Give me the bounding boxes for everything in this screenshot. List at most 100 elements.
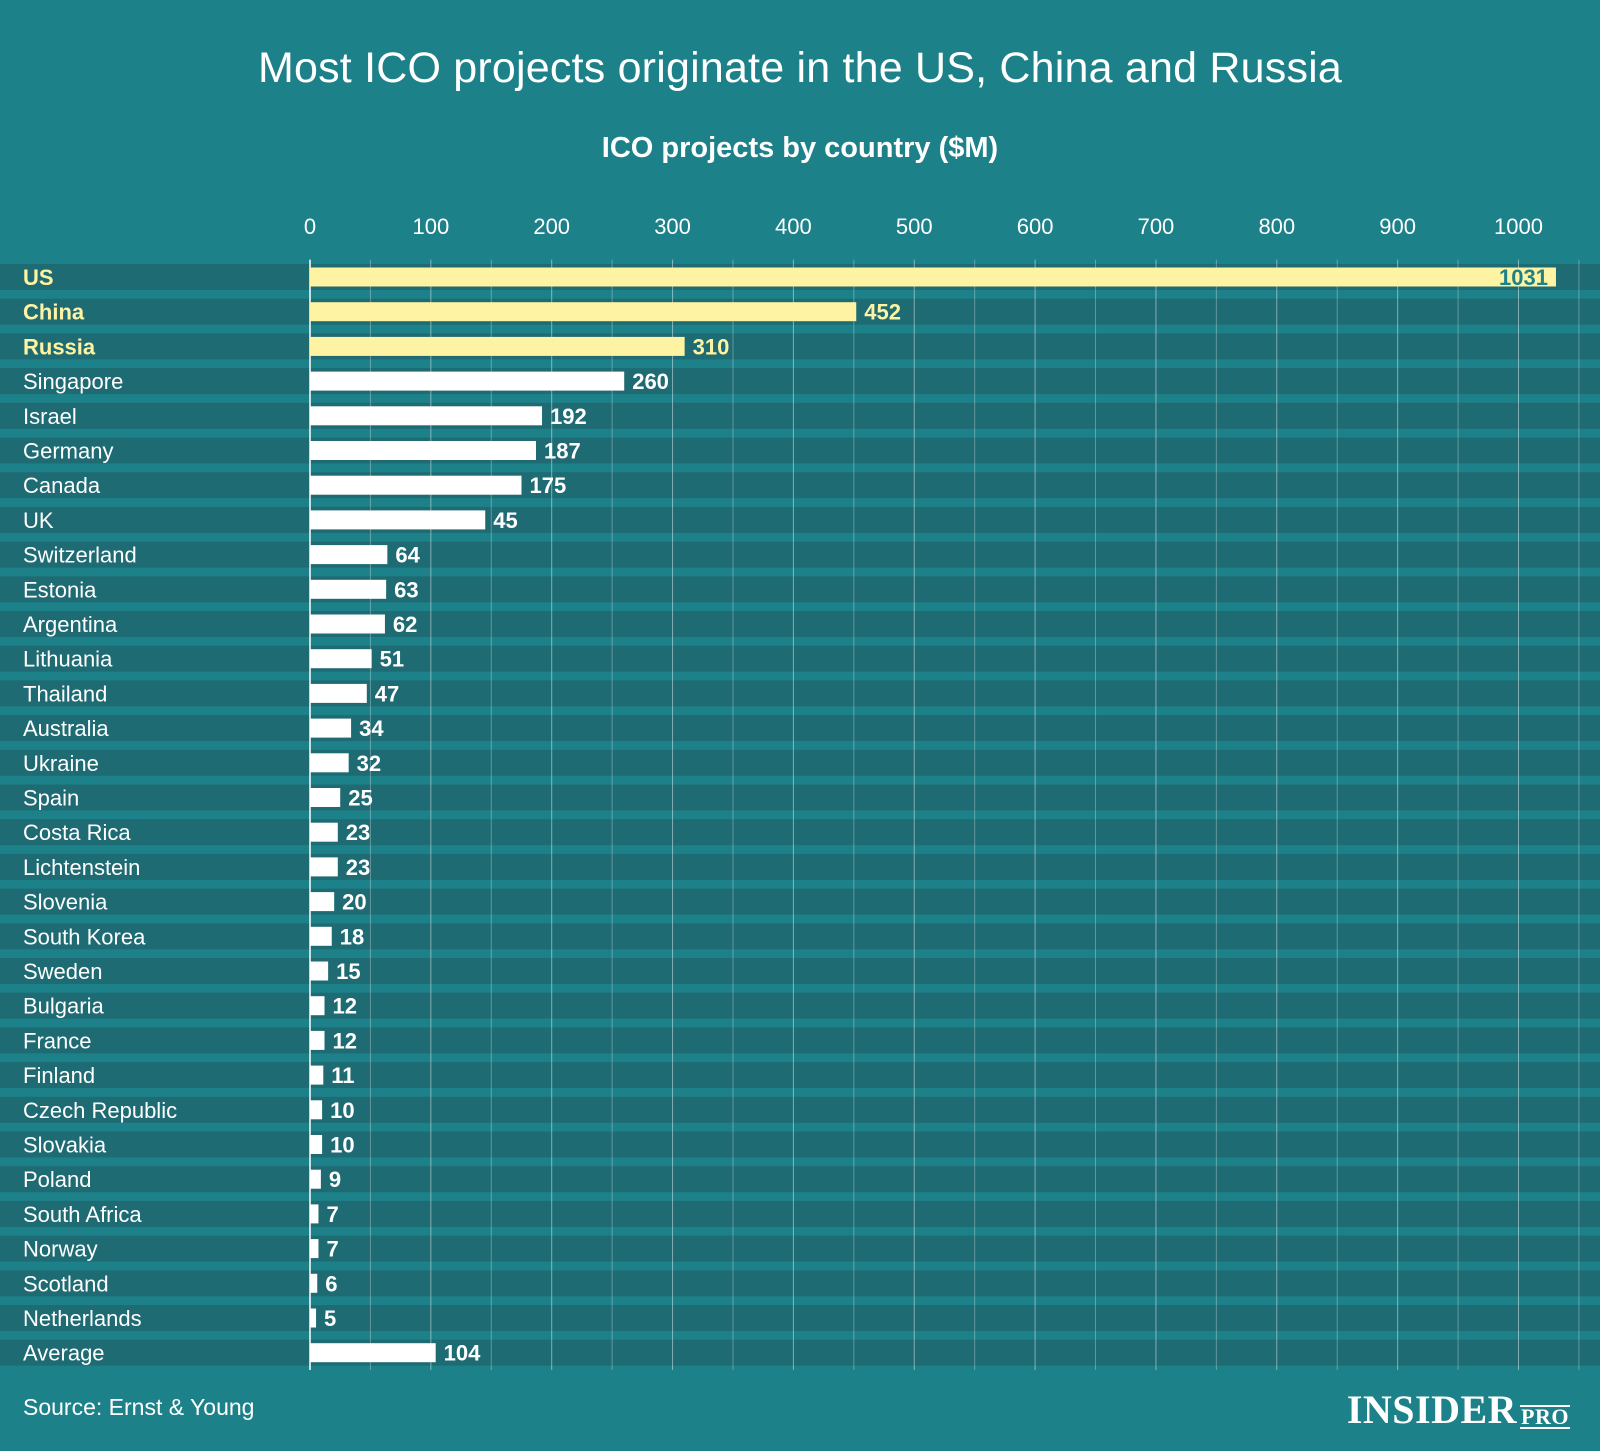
value-label-france: 12 <box>333 1028 357 1053</box>
value-label-slovenia: 20 <box>342 890 366 915</box>
value-label-singapore: 260 <box>632 369 669 394</box>
x-tick-label: 200 <box>533 214 570 239</box>
value-label-thailand: 47 <box>375 681 399 706</box>
chart-subtitle: ICO projects by country ($M) <box>601 132 999 164</box>
category-label-canada: Canada <box>23 473 101 498</box>
value-label-spain: 25 <box>348 786 372 811</box>
category-label-singapore: Singapore <box>23 369 123 394</box>
value-label-estonia: 63 <box>394 577 418 602</box>
row-band <box>0 715 1600 742</box>
row-band <box>0 784 1600 811</box>
value-label-bulgaria: 12 <box>333 994 357 1019</box>
bar-netherlands <box>310 1308 317 1328</box>
value-label-us: 1031 <box>1499 265 1548 290</box>
row-bands <box>0 264 1600 1366</box>
bar-costa-rica <box>310 822 338 842</box>
bar-russia <box>310 336 685 356</box>
value-label-lichtenstein: 23 <box>346 855 370 880</box>
value-label-sweden: 15 <box>336 959 360 984</box>
value-label-czech-republic: 10 <box>330 1098 354 1123</box>
bar-poland <box>310 1169 321 1189</box>
category-label-netherlands: Netherlands <box>23 1306 142 1331</box>
row-band <box>0 506 1600 533</box>
bar-singapore <box>310 371 625 391</box>
category-label-bulgaria: Bulgaria <box>23 994 104 1019</box>
row-band <box>0 853 1600 880</box>
category-label-south-africa: South Africa <box>23 1202 142 1227</box>
value-label-south-korea: 18 <box>340 924 364 949</box>
value-label-china: 452 <box>864 300 901 325</box>
row-band <box>0 680 1600 707</box>
bar-bulgaria <box>310 996 325 1016</box>
category-label-uk: UK <box>23 508 54 533</box>
logo-pro-badge: PRO <box>1520 1404 1570 1429</box>
category-label-ukraine: Ukraine <box>23 751 99 776</box>
bar-canada <box>310 475 522 495</box>
row-band <box>0 1027 1600 1054</box>
x-tick-label: 600 <box>1017 214 1054 239</box>
value-label-poland: 9 <box>329 1167 341 1192</box>
bar-lithuania <box>310 649 372 669</box>
bar-finland <box>310 1065 324 1085</box>
row-band <box>0 333 1600 360</box>
bar-us <box>310 267 1556 287</box>
bar-thailand <box>310 683 367 703</box>
x-tick-label: 0 <box>304 214 316 239</box>
bar-uk <box>310 510 486 530</box>
value-label-finland: 11 <box>331 1063 354 1088</box>
value-label-switzerland: 64 <box>395 543 420 568</box>
row-band <box>0 1270 1600 1297</box>
row-band <box>0 402 1600 429</box>
bar-france <box>310 1030 325 1050</box>
value-label-south-africa: 7 <box>326 1202 338 1227</box>
category-label-lithuania: Lithuania <box>23 647 113 672</box>
value-label-norway: 7 <box>326 1237 338 1262</box>
gridlines <box>309 259 1580 1371</box>
value-label-russia: 310 <box>693 334 730 359</box>
category-label-switzerland: Switzerland <box>23 543 137 568</box>
category-label-us: US <box>23 265 54 290</box>
category-label-poland: Poland <box>23 1167 92 1192</box>
row-band <box>0 1305 1600 1331</box>
bar-czech-republic <box>310 1100 323 1120</box>
category-label-france: France <box>23 1028 91 1053</box>
value-label-lithuania: 51 <box>380 647 404 672</box>
category-label-czech-republic: Czech Republic <box>23 1098 177 1123</box>
row-band <box>0 1096 1600 1123</box>
category-label-china: China <box>23 300 85 325</box>
row-band <box>0 1166 1600 1193</box>
row-band <box>0 437 1600 464</box>
category-label-spain: Spain <box>23 786 79 811</box>
row-band <box>0 992 1600 1019</box>
row-band <box>0 958 1600 984</box>
row-band <box>0 888 1600 915</box>
category-label-slovakia: Slovakia <box>23 1133 107 1158</box>
row-band <box>0 611 1600 637</box>
x-axis-ticks: 0 100 200 300 400 500 600 700 800 900 1000 <box>304 214 1543 239</box>
category-label-finland: Finland <box>23 1063 95 1088</box>
row-band <box>0 923 1600 950</box>
x-tick-label: 500 <box>896 214 933 239</box>
bar-switzerland <box>310 545 388 565</box>
bar-argentina <box>310 614 385 634</box>
value-label-australia: 34 <box>359 716 384 741</box>
row-band <box>0 472 1600 499</box>
row-band <box>0 1235 1600 1262</box>
bar-south-korea <box>310 926 332 946</box>
bar-australia <box>310 718 352 738</box>
category-labels: US China Russia Singapore Israel Germany Canad… <box>23 265 177 1366</box>
value-label-netherlands: 5 <box>324 1306 336 1331</box>
category-label-slovenia: Slovenia <box>23 890 108 915</box>
bar-spain <box>310 788 341 807</box>
x-tick-label: 400 <box>775 214 812 239</box>
category-label-argentina: Argentina <box>23 612 118 637</box>
x-tick-label: 1000 <box>1494 214 1543 239</box>
category-label-lichtenstein: Lichtenstein <box>23 855 140 880</box>
row-band <box>0 541 1600 568</box>
value-label-ukraine: 32 <box>357 751 381 776</box>
category-label-south-korea: South Korea <box>23 924 146 949</box>
bar-china <box>310 302 857 322</box>
row-band <box>0 368 1600 395</box>
value-label-slovakia: 10 <box>330 1133 354 1158</box>
